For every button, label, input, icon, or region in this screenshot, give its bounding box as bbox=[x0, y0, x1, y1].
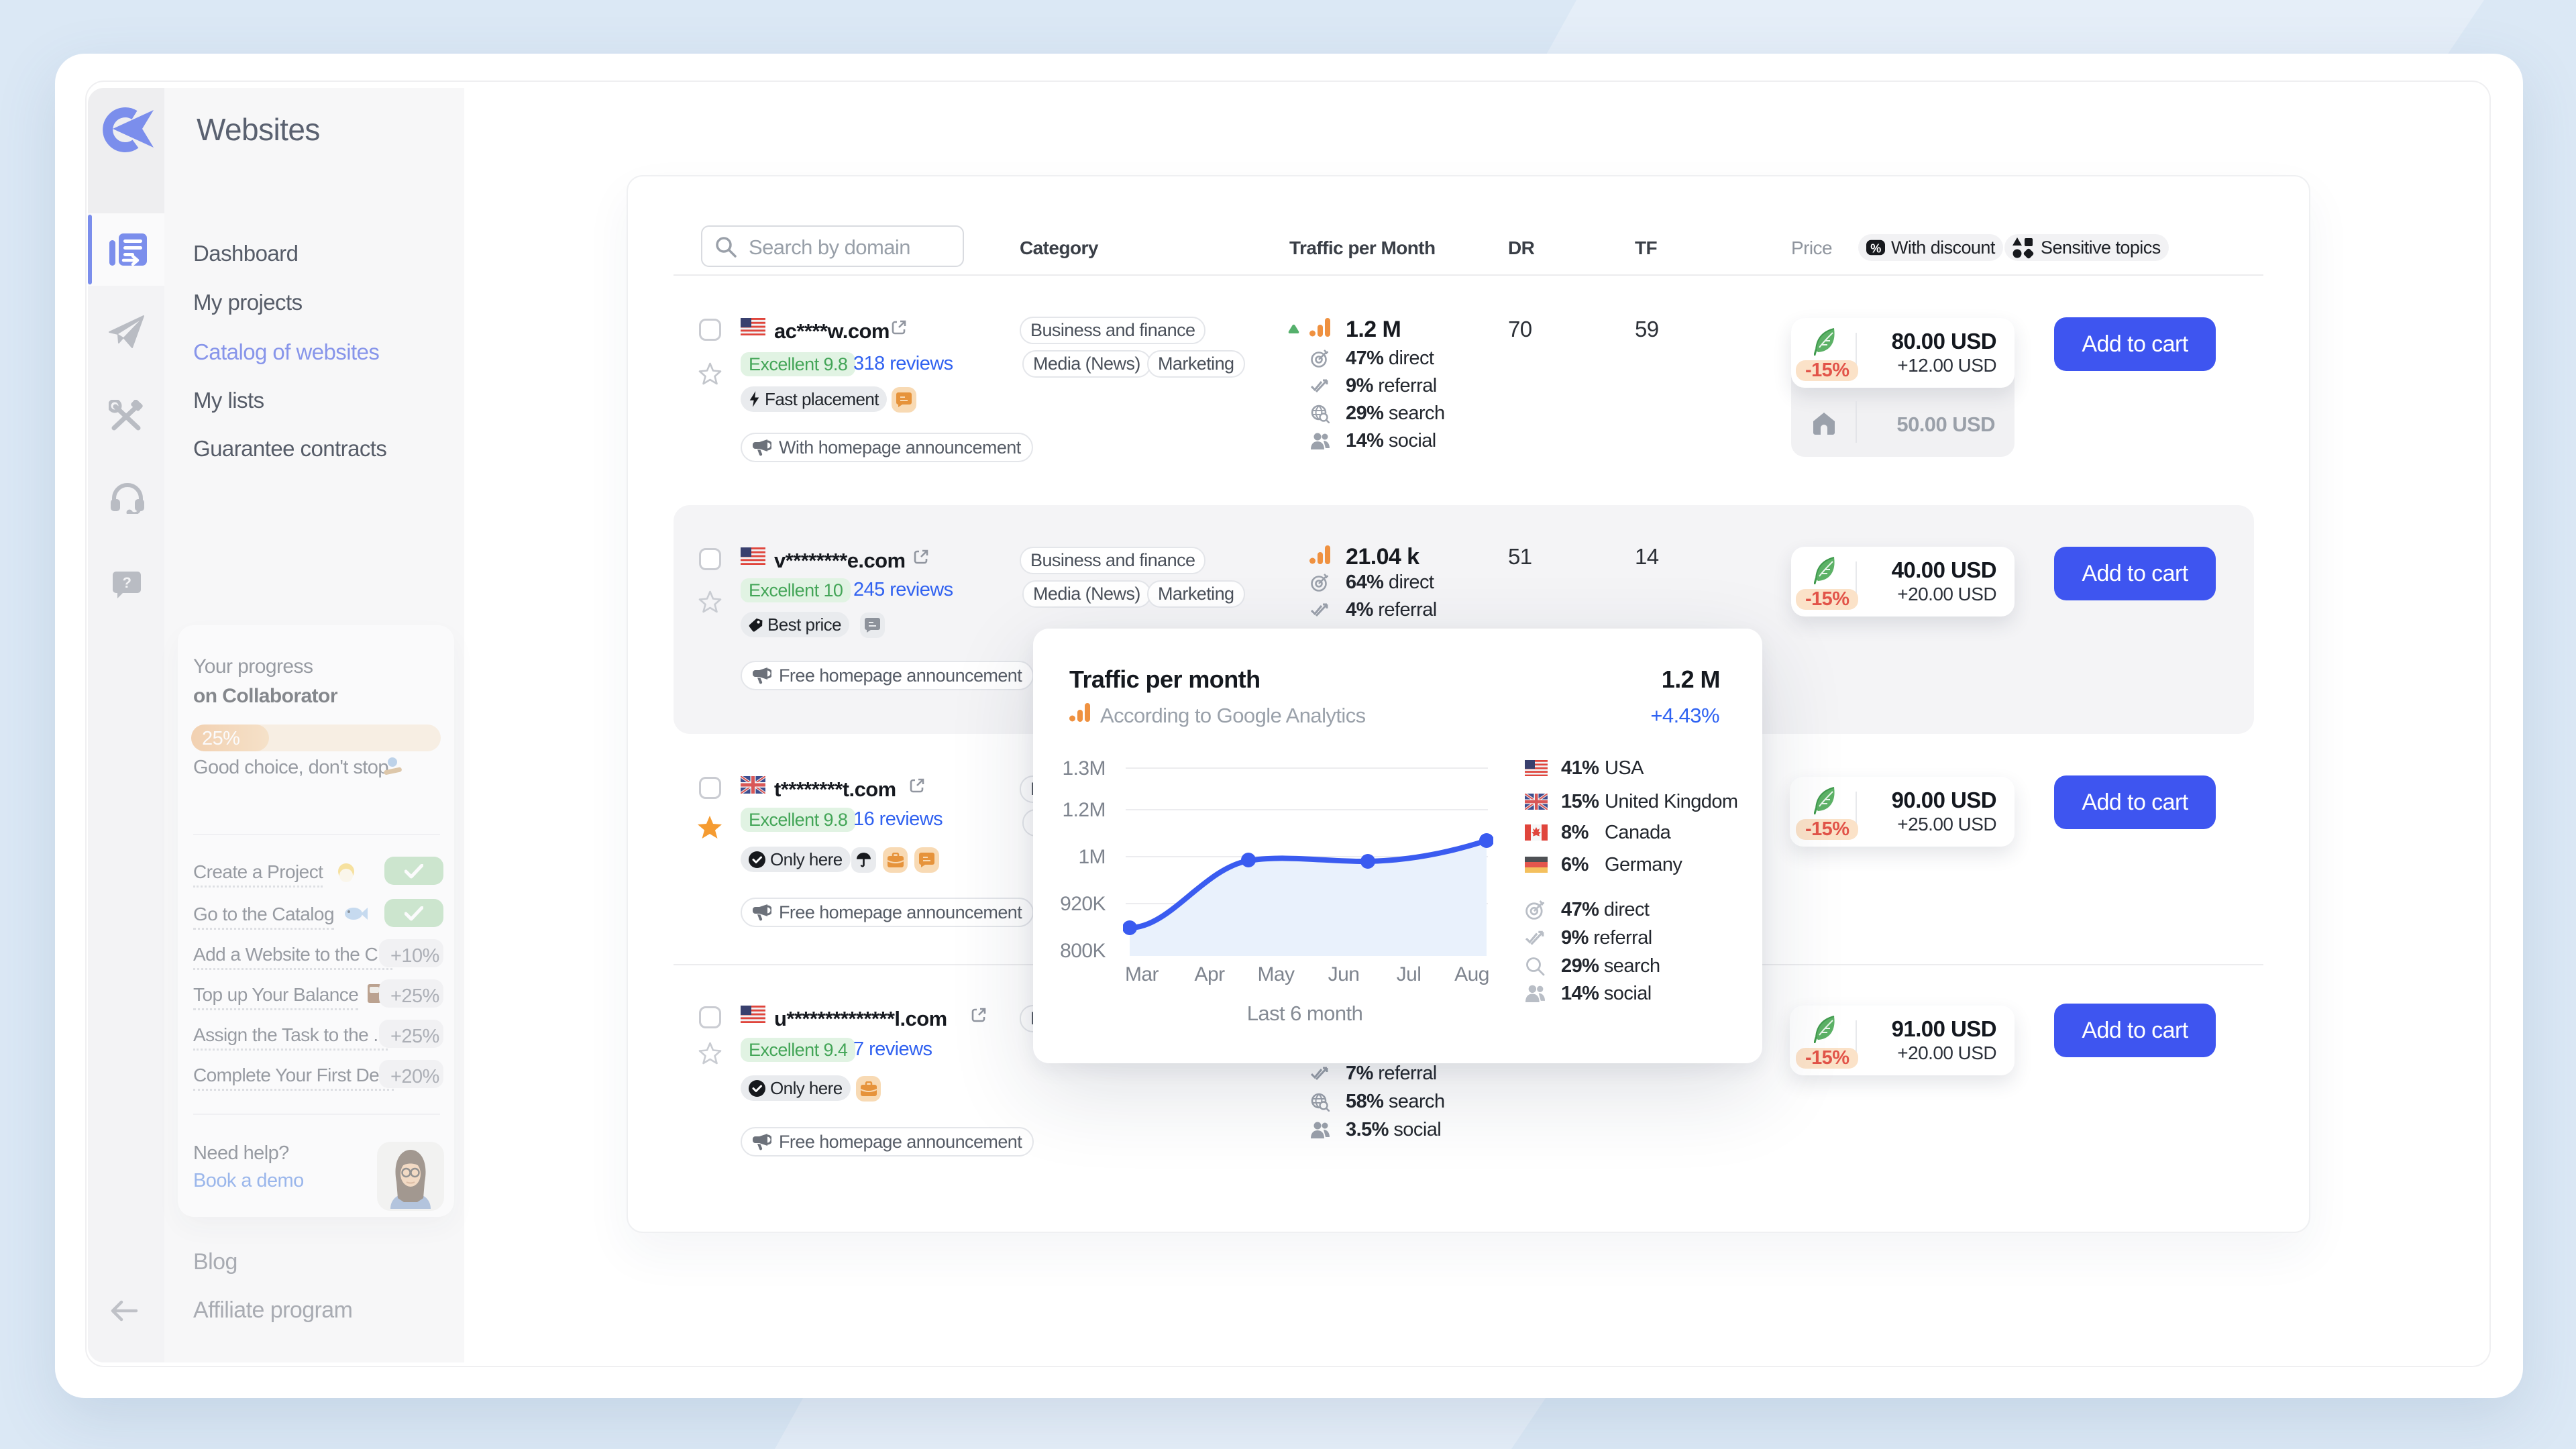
svg-text:?: ? bbox=[123, 574, 131, 591]
svg-text:%: % bbox=[1870, 242, 1881, 256]
